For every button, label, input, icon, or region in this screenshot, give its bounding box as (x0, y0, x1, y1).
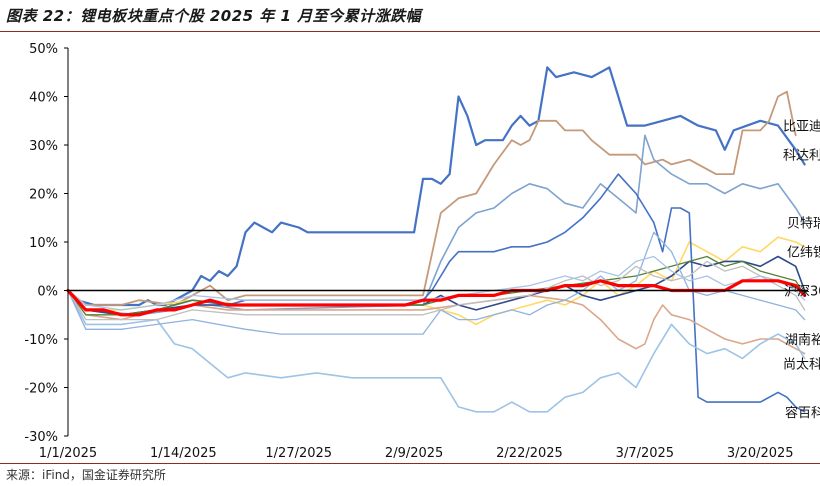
source-rule (0, 463, 820, 464)
chart-title: 图表 22：锂电板块重点个股 2025 年 1 月至今累计涨跌幅 (6, 7, 422, 25)
series-end-label: 科达利 (783, 149, 820, 164)
x-tick-label: 3/20/2025 (727, 446, 794, 461)
y-tick-label: 20% (29, 188, 58, 203)
x-tick-label: 2/9/2025 (385, 446, 443, 461)
series-end-label: 尚太科技 (783, 357, 820, 372)
y-tick-label: 50% (29, 42, 58, 57)
y-tick-label: 10% (29, 236, 58, 251)
y-tick-label: 40% (29, 91, 58, 106)
y-tick-label: -10% (24, 333, 58, 348)
x-tick-label: 2/22/2025 (496, 446, 563, 461)
series-line (67, 173, 806, 413)
series-line (67, 260, 806, 321)
tick-layer: -30% -20% -10% 0% 10% 20% 30% 40% 50% 1/1/2025 1/1… (24, 42, 793, 461)
series-label-layer: 比亚迪科达利贝特瑞亿纬锂能沪深300 湖南裕能尚太科技容百科技 (783, 120, 820, 421)
series-end-label: 比亚迪 (783, 120, 820, 135)
y-tick-label: 0% (37, 285, 58, 300)
x-tick-label: 1/14/2025 (150, 446, 217, 461)
series-end-label: 贝特瑞 (787, 217, 820, 232)
series-line (66, 66, 806, 307)
source-note: 来源：iFind，国金证券研究所 (6, 468, 166, 482)
series-end-label: 亿纬锂能 (787, 246, 820, 261)
x-tick-label: 1/1/2025 (39, 446, 97, 461)
y-tick-label: -30% (24, 430, 58, 445)
y-tick-label: -20% (24, 382, 58, 397)
x-tick-label: 1/27/2025 (265, 446, 332, 461)
title-rule (0, 31, 820, 32)
series-end-label: 湖南裕能 (785, 332, 820, 348)
series-line (67, 289, 806, 413)
series-line (67, 289, 806, 355)
series-line (67, 90, 797, 306)
series-end-label: 沪深300 (784, 284, 820, 300)
series-end-label: 容百科技 (785, 405, 820, 421)
series-layer (66, 66, 807, 413)
y-tick-label: 30% (29, 139, 58, 154)
x-tick-label: 3/7/2025 (616, 446, 674, 461)
